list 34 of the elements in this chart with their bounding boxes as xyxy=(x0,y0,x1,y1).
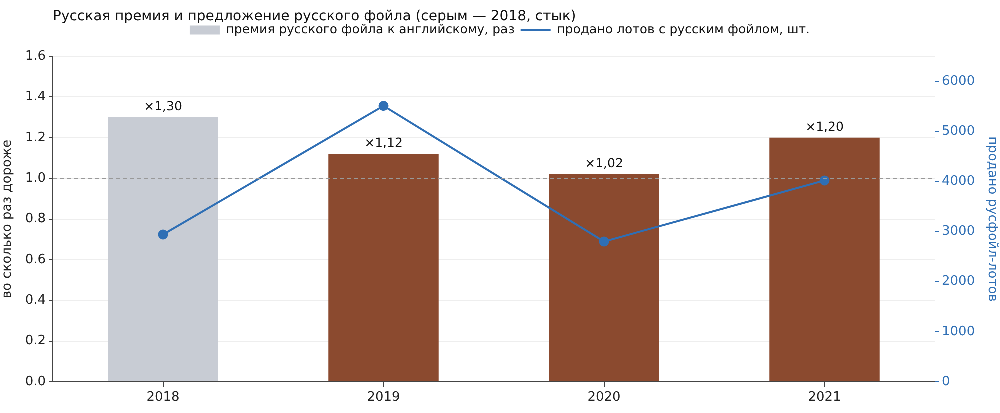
y2-tick-label: 0 xyxy=(942,374,950,390)
x-tick-label: 2021 xyxy=(808,390,842,406)
point xyxy=(158,230,168,240)
y2-axis-title: продано русфойл-лотов xyxy=(984,136,1000,302)
y-tick-label: 0.8 xyxy=(25,212,46,227)
data-label: ×1,20 xyxy=(806,118,844,134)
point xyxy=(378,101,389,112)
y-tick-label: 0.4 xyxy=(25,293,46,308)
y-tick-label: 0.6 xyxy=(25,252,46,268)
y2-tick-label: 6000 xyxy=(942,74,976,89)
y-tick-label: 1.6 xyxy=(25,48,46,64)
point xyxy=(820,176,830,186)
y-tick-label: 1.2 xyxy=(25,130,46,146)
x-tick-label: 2020 xyxy=(588,390,621,406)
y2-tick-label: 3000 xyxy=(942,224,976,240)
data-label: ×1,30 xyxy=(144,98,182,114)
x-tick-label: 2019 xyxy=(367,390,400,406)
data-label: ×1,12 xyxy=(364,135,403,150)
point xyxy=(599,236,610,247)
y-axis-title: во сколько раз дороже xyxy=(0,140,16,299)
y-tick-label: 1.4 xyxy=(25,90,46,105)
bar xyxy=(108,118,218,382)
y-tick-label: 1.0 xyxy=(25,170,46,186)
y-tick-label: 0.2 xyxy=(25,334,46,349)
y-tick-label: 0.0 xyxy=(25,374,46,390)
bar xyxy=(770,138,880,382)
x-tick-label: 2018 xyxy=(146,390,180,406)
y2-tick-label: 1000 xyxy=(942,324,976,340)
bar xyxy=(549,174,660,382)
data-label: ×1,02 xyxy=(585,155,624,170)
y2-tick-label: 5000 xyxy=(942,124,976,139)
bar xyxy=(328,154,439,382)
y2-tick-label: 2000 xyxy=(942,274,976,290)
y2-tick-label: 4000 xyxy=(942,174,976,190)
